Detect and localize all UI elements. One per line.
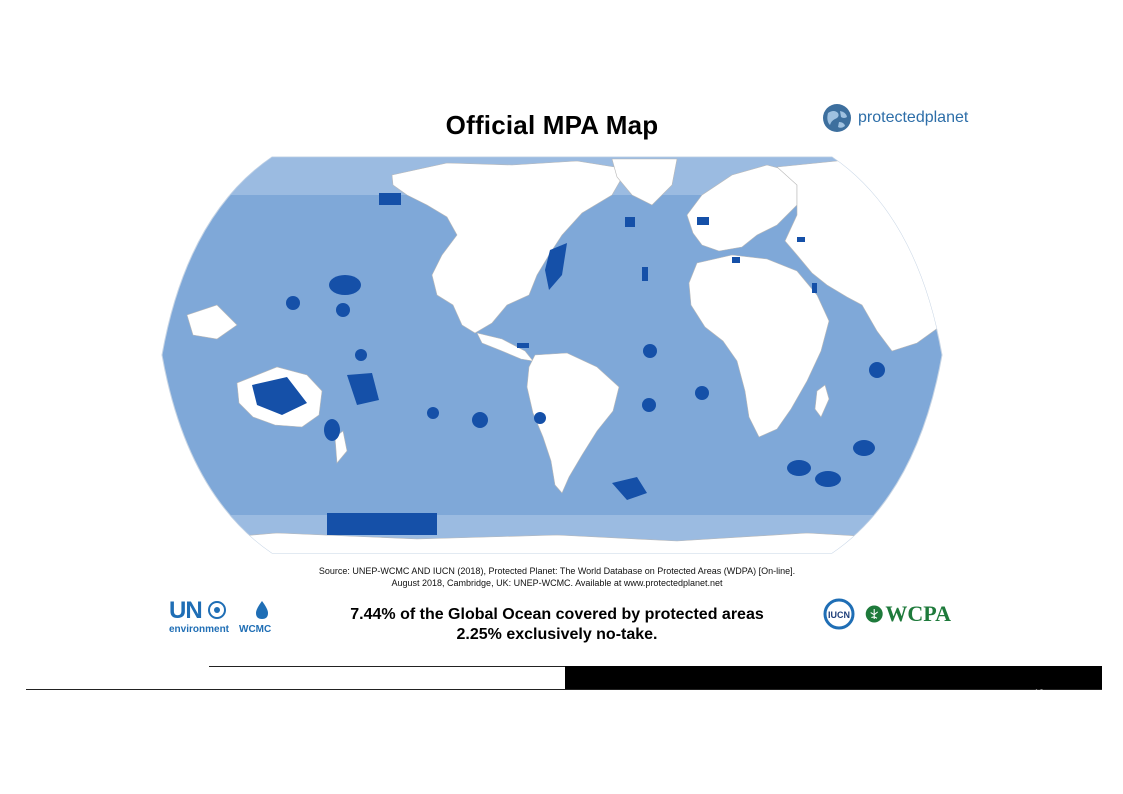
source-citation: Source: UNEP-WCMC AND IUCN (2018), Prote…: [287, 565, 827, 589]
mpa-red-sea: [812, 283, 817, 293]
landmass-europe: [686, 164, 798, 252]
landmass-greenland: [611, 158, 678, 206]
stat-line-1: 7.44% of the Global Ocean covered by pro…: [350, 606, 764, 623]
slide: Official MPA Map protectedplanet: [97, 90, 1007, 650]
mpa-pacific-north-2: [336, 303, 350, 317]
landmass-madagascar: [814, 384, 830, 418]
source-line-1: Source: UNEP-WCMC AND IUCN (2018), Prote…: [318, 566, 796, 576]
mpa-pacific-east-1: [427, 407, 439, 419]
mpa-north-atlantic: [625, 217, 635, 227]
protectedplanet-logo: protectedplanet: [822, 102, 968, 134]
mpa-pacific-central: [355, 349, 367, 361]
page-title: Official MPA Map: [445, 110, 659, 140]
world-mpa-map: [157, 155, 947, 555]
un-environment-logo: UN environment WCMC: [169, 597, 279, 637]
mpa-mediterranean: [732, 257, 740, 263]
mpa-us-east-coast: [545, 243, 567, 290]
footer-divider: [26, 689, 1102, 690]
mpa-atlantic-3: [695, 386, 709, 400]
wcmc-text: WCMC: [239, 624, 272, 635]
iucn-logo-text: IUCN: [828, 610, 850, 620]
protectedplanet-logo-text: protectedplanet: [858, 109, 969, 126]
mpa-pacific-east-2: [472, 412, 488, 428]
landmass-new-zealand: [334, 430, 348, 464]
mpa-coral-sea: [252, 377, 307, 415]
un-logo-text: UN: [169, 597, 203, 624]
mpa-atlantic-1: [643, 344, 657, 358]
mpa-black-sea: [797, 237, 805, 242]
landmass-southeast-asia: [186, 304, 238, 340]
mpa-alaska: [379, 193, 401, 205]
mpa-azores: [642, 267, 648, 281]
mpa-atlantic-2: [642, 398, 656, 412]
mpa-north-sea: [697, 217, 709, 225]
iucn-logo-icon: IUCN: [823, 598, 855, 630]
mpa-pacific-north-1: [286, 296, 300, 310]
mpa-kerguelen: [853, 440, 875, 456]
mpa-crozet: [787, 460, 811, 476]
mpa-caribbean: [517, 343, 529, 348]
landmass-central-america: [476, 332, 534, 362]
mpa-hawaii: [329, 275, 361, 295]
mpa-pacific-east-3: [534, 412, 546, 424]
page-number: 13: [1034, 688, 1045, 698]
iucn-logo: IUCN: [823, 598, 855, 630]
wcpa-logo: WCPA: [865, 598, 951, 630]
ocean-coverage-statistic: 7.44% of the Global Ocean covered by pro…: [322, 605, 792, 645]
footer-bar: [565, 666, 1102, 689]
landmass-africa: [688, 254, 830, 438]
mpa-heard: [815, 471, 841, 487]
stat-line-2: 2.25% exclusively no-take.: [456, 626, 658, 643]
footer-divider-top: [209, 666, 565, 667]
mpa-indian-ocean: [869, 362, 885, 378]
mpa-areas: [252, 193, 885, 535]
mpa-ross-sea: [327, 513, 437, 535]
wcpa-logo-text: WCPA: [885, 601, 951, 626]
wcmc-drop-icon: [256, 601, 268, 619]
wcpa-tree-icon: [865, 605, 883, 623]
landmass-south-america: [526, 352, 620, 494]
globe-icon: [823, 104, 851, 132]
landmass-antarctica: [162, 532, 942, 553]
un-emblem-icon: [208, 601, 226, 619]
un-environment-text: environment: [169, 624, 230, 635]
mpa-south-georgia: [612, 477, 647, 500]
mpa-new-caledonia: [324, 419, 340, 441]
mpa-pacific-kiribati: [347, 373, 379, 405]
source-line-2: August 2018, Cambridge, UK: UNEP-WCMC. A…: [391, 578, 723, 588]
